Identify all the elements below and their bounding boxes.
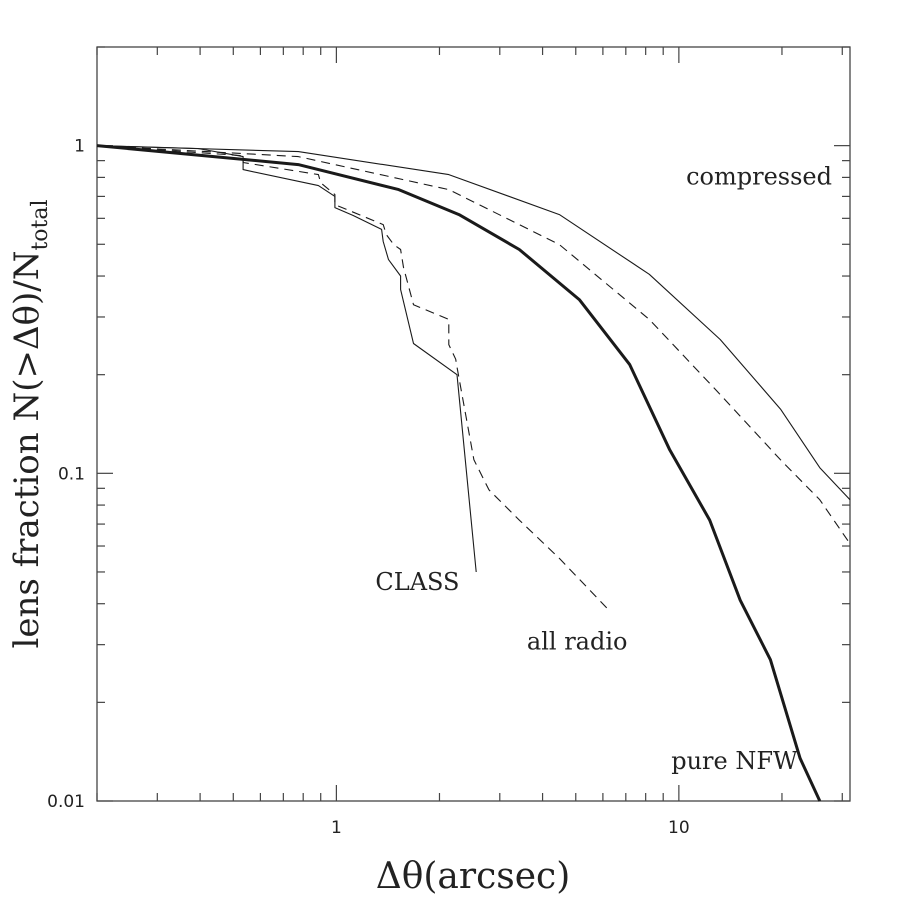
x-axis-label: Δθ(arcsec) [376,856,571,897]
y-axis-label-sub: total [28,199,53,250]
annotations: compressed CLASS all radio pure NFW [375,163,832,776]
x-tick-label: 1 [331,818,342,838]
ticks [96,46,850,802]
annotation-class: CLASS [375,568,459,596]
y-axis-label: lens fraction N(>Δθ)/Ntotal [7,199,53,648]
series-pure-nfw [96,144,822,802]
series-class [96,145,477,573]
y-tick-label: 1 [74,137,85,157]
y-tick-label: 0.1 [58,464,85,484]
annotation-compressed: compressed [686,163,832,191]
series-group [96,144,851,802]
tick-labels: 1 10 1 0.1 0.01 [47,137,690,838]
series-compressed [96,145,851,501]
annotation-all-radio: all radio [527,627,628,655]
x-tick-label: 10 [668,818,690,838]
annotation-pure-nfw: pure NFW [671,747,798,775]
y-tick-label: 0.01 [47,792,85,812]
plot-frame [96,46,851,802]
series-all-radio [96,145,611,612]
series-model-dashed [96,145,851,545]
y-axis-label-main: lens fraction N(>Δθ)/N [7,251,47,649]
